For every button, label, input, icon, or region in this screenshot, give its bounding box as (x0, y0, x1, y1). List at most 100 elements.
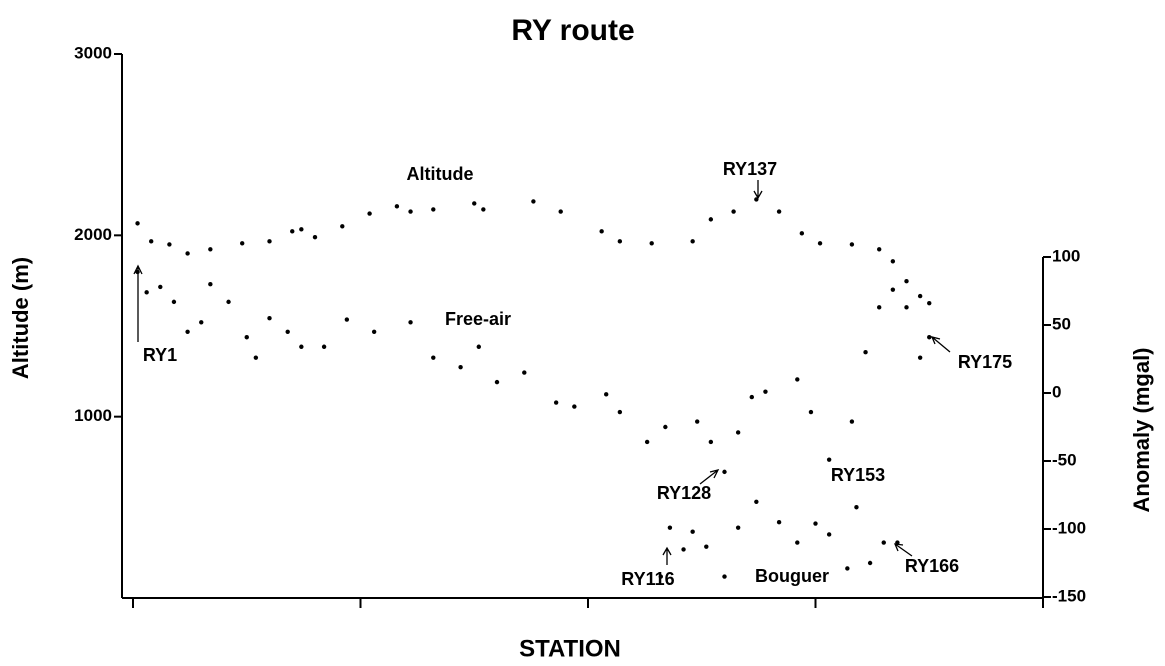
data-point (749, 394, 754, 400)
data-point (927, 300, 932, 306)
data-point (408, 209, 413, 214)
data-point (826, 532, 832, 537)
data-point (617, 409, 623, 415)
data-point (849, 242, 855, 247)
data-point (553, 400, 559, 405)
annotation: RY1 (143, 345, 177, 365)
series-label: Free-air (445, 309, 511, 329)
series-label: Bouguer (755, 566, 829, 586)
data-point (522, 370, 527, 375)
data-point (344, 317, 350, 322)
annotation: RY166 (905, 556, 959, 576)
data-point (667, 525, 673, 530)
y-tick-label: 3000 (74, 43, 112, 62)
data-point (808, 409, 814, 415)
data-point (135, 269, 140, 275)
data-point (708, 217, 714, 222)
arrow (133, 264, 143, 342)
data-point (795, 377, 800, 382)
data-point (494, 379, 500, 385)
data-point (240, 241, 245, 246)
y2-axis-label: Anomaly (mgal) (1129, 347, 1154, 512)
data-point (881, 540, 886, 545)
data-point (917, 293, 923, 299)
data-point (817, 241, 823, 246)
data-point (171, 299, 177, 305)
data-point (458, 364, 463, 370)
data-point (321, 344, 327, 349)
data-point (795, 540, 800, 545)
data-point (312, 234, 318, 240)
data-point (604, 392, 609, 397)
y2-tick-label: 100 (1052, 246, 1080, 265)
data-point (649, 241, 654, 246)
data-point (208, 282, 213, 287)
annotation: RY137 (723, 159, 777, 179)
chart-title: RY route (511, 14, 634, 47)
data-point (408, 320, 413, 325)
data-point (644, 439, 650, 445)
data-point (754, 499, 759, 504)
y2-tick-label: -150 (1052, 586, 1086, 605)
arrow (930, 336, 951, 353)
annotation: RY175 (958, 352, 1012, 372)
data-point (890, 287, 896, 292)
data-point (663, 424, 668, 430)
data-point (267, 239, 272, 244)
arrow (699, 469, 720, 485)
data-point (867, 560, 873, 566)
data-point (845, 566, 850, 571)
data-point (704, 544, 709, 549)
arrow (753, 180, 763, 200)
data-point (877, 305, 882, 310)
annotation: RY116 (621, 569, 674, 589)
data-point (144, 290, 149, 295)
data-point (185, 329, 190, 334)
data-point (863, 350, 868, 355)
data-point (599, 229, 604, 234)
data-point (558, 209, 563, 214)
data-point (199, 320, 204, 325)
x-axis-label: STATION (519, 635, 621, 662)
data-point (754, 197, 759, 202)
data-point (244, 335, 249, 340)
data-point (267, 316, 272, 321)
data-point (185, 251, 190, 256)
axes (121, 54, 1044, 599)
data-point (826, 457, 832, 462)
data-point (849, 419, 855, 424)
data-point (135, 221, 140, 226)
data-point (431, 207, 436, 212)
data-point (776, 209, 782, 214)
data-point (367, 211, 372, 216)
data-point (890, 259, 896, 264)
data-point (735, 525, 741, 530)
y-tick-label: 1000 (74, 406, 112, 425)
data-point (917, 355, 923, 360)
data-point (904, 305, 909, 310)
data-point (149, 239, 154, 244)
data-point (722, 574, 727, 579)
data-point (681, 547, 686, 552)
data-point (854, 505, 859, 510)
arrow (893, 543, 913, 557)
data-point (658, 574, 663, 579)
data-point (722, 469, 727, 475)
annotation: RY153 (831, 465, 885, 485)
data-point (763, 389, 768, 394)
annotation: RY128 (657, 483, 711, 503)
data-point (394, 204, 400, 209)
data-point (226, 299, 231, 305)
y2-tick-label: -50 (1052, 450, 1077, 469)
data-point (481, 207, 486, 212)
data-point (735, 430, 741, 435)
data-point (158, 284, 163, 290)
y2-tick-label: 0 (1052, 382, 1061, 401)
data-point (371, 329, 377, 334)
data-point (299, 344, 304, 349)
data-point (572, 404, 577, 409)
data-point (904, 279, 909, 284)
data-point (695, 419, 700, 424)
data-point (927, 335, 932, 340)
